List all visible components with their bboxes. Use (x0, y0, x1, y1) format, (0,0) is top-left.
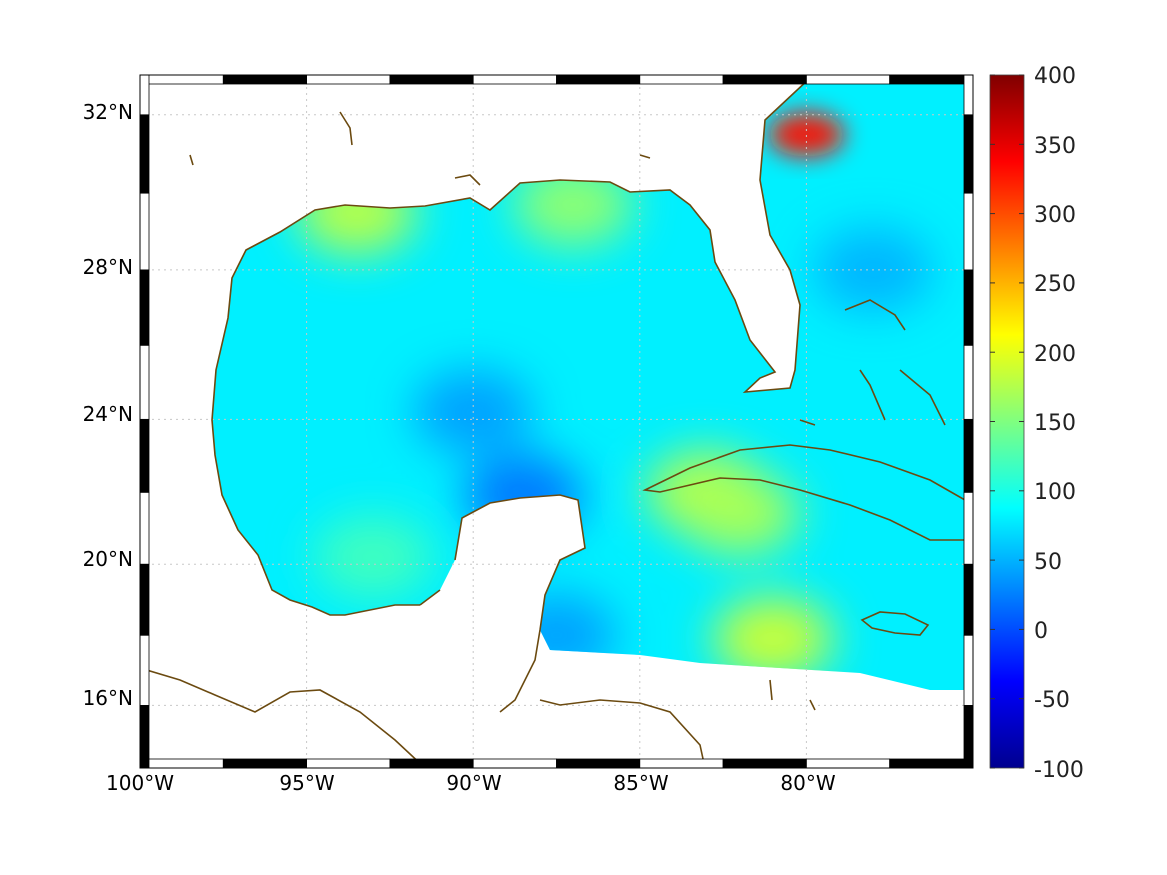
frame-segment (306, 74, 391, 85)
field-feature (496, 593, 617, 678)
frame-segment (556, 74, 641, 85)
x-tick-label: 80°W (780, 771, 835, 795)
frame-segment (963, 114, 974, 194)
frame-segment (639, 74, 724, 85)
colorbar-tick-label: 400 (1034, 64, 1076, 89)
frame-segment (306, 758, 391, 769)
y-tick-label: 16°N (83, 686, 133, 710)
colorbar-tick-label: 0 (1034, 619, 1048, 644)
x-tick-label: 100°W (106, 771, 174, 795)
x-axis-labels: 100°W 95°W 90°W 85°W 80°W (106, 771, 836, 795)
y-tick-label: 32°N (83, 100, 133, 124)
field-feature (768, 112, 845, 157)
field-feature (296, 170, 417, 255)
frame-outline (139, 74, 974, 769)
mexico-interior-coast (140, 589, 441, 768)
frame-segment (806, 74, 891, 85)
y-tick-label: 24°N (83, 402, 133, 426)
colorbar-tick-label: 200 (1034, 342, 1076, 367)
frame-segment (389, 74, 474, 85)
cuba-coastline (642, 444, 966, 541)
frame-segment (963, 344, 974, 420)
frame-segment (963, 192, 974, 271)
frame-segment (139, 705, 150, 769)
frame-segment (139, 491, 150, 565)
colorbar-gradient (989, 74, 1025, 769)
colorbar-tick-label: -100 (1034, 758, 1084, 783)
map-frame (139, 74, 974, 769)
heatmap-layer (212, 78, 965, 690)
frame-segment (963, 74, 974, 116)
frame-segment (963, 563, 974, 636)
frame-segment (963, 491, 974, 565)
field-feature (713, 596, 834, 681)
frame-segment (139, 418, 150, 493)
frame-segment (963, 269, 974, 346)
frame-segment (556, 758, 641, 769)
frame-segment (806, 758, 891, 769)
small-islands (189, 111, 816, 711)
frame-segment (963, 634, 974, 706)
frame-segment (889, 758, 974, 769)
frame-segment (139, 758, 224, 769)
frame-segment (722, 74, 807, 85)
coastlines (140, 77, 966, 768)
central-america-coast (539, 699, 706, 768)
field-feature (513, 162, 634, 247)
colorbar-tick-label: 150 (1034, 411, 1076, 436)
x-tick-label: 90°W (446, 771, 501, 795)
frame-segment (389, 758, 474, 769)
frame-segment (139, 192, 150, 271)
frame-segment (139, 344, 150, 420)
frame-segment (222, 758, 308, 769)
colorbar: 400 350 300 250 200 150 100 50 0 -50 -10… (989, 64, 1084, 783)
y-tick-label: 20°N (83, 547, 133, 571)
frame-segment (139, 563, 150, 636)
y-axis-labels: 32°N 28°N 24°N 20°N 16°N (83, 100, 133, 710)
colorbar-tick-label: 300 (1034, 203, 1076, 228)
colorbar-tick-label: 350 (1034, 134, 1076, 159)
frame-segment (639, 758, 724, 769)
frame-segment (139, 114, 150, 194)
bahamas-coastline (799, 299, 946, 426)
colorbar-tick-label: 250 (1034, 272, 1076, 297)
frame-segment (963, 705, 974, 769)
frame-segment (139, 269, 150, 346)
x-tick-label: 85°W (613, 771, 668, 795)
frame-segment (722, 758, 807, 769)
field-feature (313, 515, 434, 600)
frame-segment (222, 74, 308, 85)
frame-segment (139, 74, 150, 116)
frame-segment (139, 634, 150, 706)
field-feature (679, 471, 800, 556)
frame-segment (139, 74, 224, 85)
frame-segment (963, 418, 974, 493)
x-tick-label: 95°W (279, 771, 334, 795)
grid-lines (140, 75, 973, 768)
colorbar-tick-label: 50 (1034, 550, 1062, 575)
jamaica-coastline (860, 611, 930, 636)
gulf-coastline (211, 77, 811, 713)
y-tick-label: 28°N (83, 255, 133, 279)
frame-segment (889, 74, 974, 85)
frame-segment (472, 74, 557, 85)
field-background (212, 78, 965, 690)
frame-segment (472, 758, 557, 769)
colorbar-tick-label: 100 (1034, 480, 1076, 505)
colorbar-tick-label: -50 (1034, 688, 1070, 713)
